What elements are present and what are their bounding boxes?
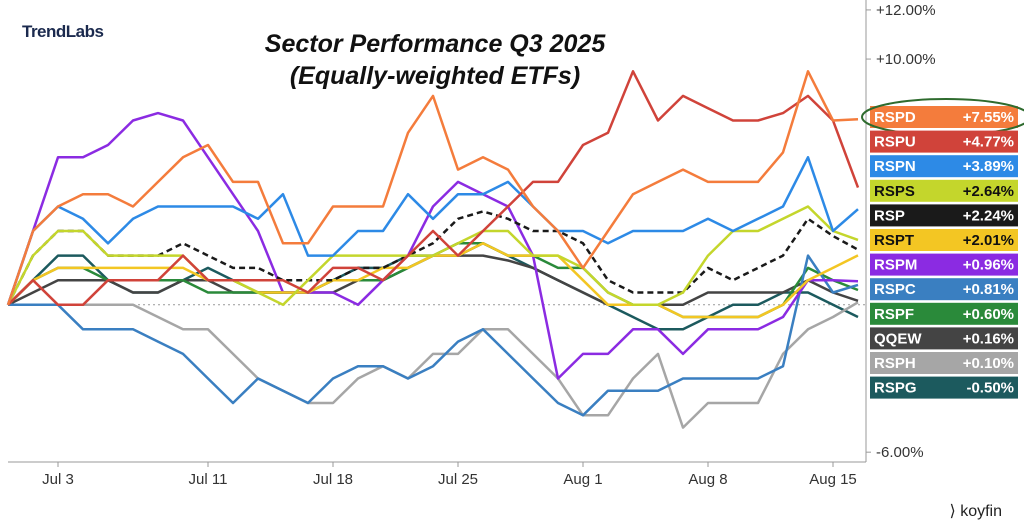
x-tick-label: Aug 15 xyxy=(809,471,857,488)
y-tick-label: +12.00% xyxy=(876,2,936,19)
legend-swatch xyxy=(870,278,1018,301)
legend-value: +0.96% xyxy=(963,257,1014,274)
legend-ticker: RSPM xyxy=(874,257,917,274)
legend-item-rsph: RSPH +0.10% xyxy=(870,352,1018,374)
legend-value: +0.81% xyxy=(963,281,1014,298)
legend-swatch xyxy=(870,302,1018,325)
series-line-rspm xyxy=(6,111,859,380)
legend-value: +2.24% xyxy=(963,207,1014,224)
legend-item-rspg: RSPG -0.50% xyxy=(870,376,1018,399)
legend-ticker: RSPD xyxy=(874,109,916,126)
legend-ticker: RSPH xyxy=(874,355,916,372)
legend-ticker: RSPT xyxy=(874,232,914,249)
legend-ticker: RSPN xyxy=(874,158,916,175)
legend-item-qqew: QQEW +0.16% xyxy=(870,327,1018,350)
legend-value: +2.01% xyxy=(963,232,1014,249)
legend-value: +4.77% xyxy=(963,134,1014,151)
x-tick-label: Aug 1 xyxy=(563,471,602,488)
series-line-rsp xyxy=(6,210,859,306)
legend-swatch xyxy=(870,352,1018,374)
legend-item-rspf: RSPF +0.60% xyxy=(870,302,1018,325)
legend-item-rspt: RSPT +2.01% xyxy=(870,229,1018,251)
legend-value: +7.55% xyxy=(963,109,1014,126)
x-tick-label: Jul 11 xyxy=(189,471,228,488)
legend-value: -0.50% xyxy=(966,380,1014,397)
y-tick-label: -6.00% xyxy=(876,444,924,461)
legend-swatch xyxy=(870,327,1018,350)
legend-ticker: RSPF xyxy=(874,306,914,323)
series-line-rsph xyxy=(8,301,859,429)
trendlabs-logo: TrendLabs xyxy=(22,22,104,42)
legend-item-rsp: RSP +2.24% xyxy=(870,204,1018,227)
series-line-rsps xyxy=(6,205,859,307)
series-line-rspc xyxy=(8,254,859,417)
x-tick-label: Aug 8 xyxy=(688,471,727,488)
x-tick-label: Jul 25 xyxy=(438,471,478,488)
legend-item-rspn: RSPN +3.89% xyxy=(870,155,1018,178)
legend-swatch xyxy=(870,253,1018,276)
x-tick-label: Jul 3 xyxy=(42,471,74,488)
koyfin-text: koyfin xyxy=(960,503,1002,520)
chart-title: Sector Performance Q3 2025 xyxy=(264,30,606,58)
x-tick-label: Jul 18 xyxy=(313,471,353,488)
legend-swatch xyxy=(870,376,1018,399)
legend-swatch xyxy=(870,130,1018,153)
series-line-rspd xyxy=(6,70,859,306)
chart-subtitle: (Equally-weighted ETFs) xyxy=(289,62,581,90)
legend-item-rspu: RSPU +4.77% xyxy=(870,130,1018,153)
legend-swatch xyxy=(870,204,1018,227)
legend-ticker: RSPU xyxy=(874,134,916,151)
chart-title-block: Sector Performance Q3 2025 (Equally-weig… xyxy=(195,28,675,92)
axes: Jul 3 Jul 11 Jul 18 Jul 25 Aug 1 Aug 8 Aug 15 +… xyxy=(42,2,935,488)
y-tick-label: +10.00% xyxy=(876,51,936,68)
legend-swatch xyxy=(870,106,1018,128)
series-line-rspn xyxy=(6,156,859,306)
legend: RSPD +7.55% RSPU +4.77% RSPN +3.89% RSPS +2.64%… xyxy=(861,98,1024,399)
koyfin-brand: ⟩ koyfin xyxy=(950,501,1002,521)
legend-value: +0.60% xyxy=(963,306,1014,323)
legend-item-rspc: RSPC +0.81% xyxy=(870,278,1018,301)
legend-swatch xyxy=(870,155,1018,178)
series-lines xyxy=(6,70,860,429)
legend-swatch xyxy=(870,229,1018,251)
legend-value: +2.64% xyxy=(963,183,1014,200)
legend-ticker: QQEW xyxy=(874,330,922,347)
legend-ticker: RSPG xyxy=(874,380,917,397)
legend-ticker: RSP xyxy=(874,207,905,224)
legend-item-rspd: RSPD +7.55% xyxy=(870,106,1018,128)
logo-text: TrendLabs xyxy=(22,22,104,41)
legend-ticker: RSPS xyxy=(874,183,915,200)
legend-item-rspm: RSPM +0.96% xyxy=(870,253,1018,276)
legend-value: +0.16% xyxy=(963,330,1014,347)
series-line-rspu xyxy=(7,70,860,307)
chart-grid xyxy=(8,0,867,463)
legend-item-rsps: RSPS +2.64% xyxy=(870,179,1018,202)
legend-swatch xyxy=(870,179,1018,202)
koyfin-icon: ⟩ xyxy=(949,503,961,520)
legend-ticker: RSPC xyxy=(874,281,916,298)
legend-value: +0.10% xyxy=(963,355,1014,372)
legend-value: +3.89% xyxy=(963,158,1014,175)
